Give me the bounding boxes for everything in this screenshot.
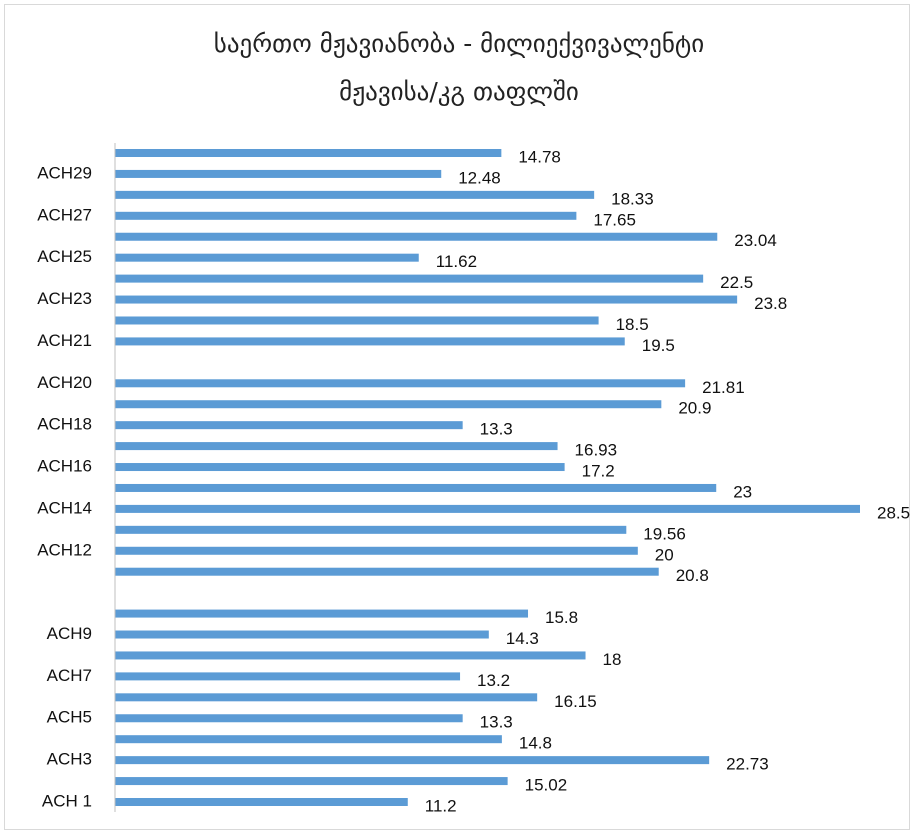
y-tick-label: ACH7 [47,666,92,685]
value-label: 21.81 [702,378,745,397]
value-label: 20.8 [676,566,709,585]
bar [115,504,860,513]
bar [115,609,529,618]
value-label: 19.5 [642,336,675,355]
value-label: 13.3 [480,713,513,732]
bar [115,735,502,744]
value-label: 16.15 [554,692,597,711]
value-label: 15.8 [545,608,578,627]
value-label: 14.3 [506,629,539,648]
bar [115,777,508,786]
bar [115,546,638,555]
bar [115,337,625,346]
y-tick-label: ACH29 [37,163,92,182]
bar [115,316,599,325]
y-tick-label: ACH16 [37,457,92,476]
y-tick-label: ACH 1 [42,791,92,810]
value-label: 13.3 [480,420,513,439]
value-label: 20.9 [678,399,711,418]
value-label: 17.2 [582,462,615,481]
value-label: 22.73 [726,755,769,774]
bar [115,630,489,639]
bar [115,567,659,576]
bar [115,756,710,765]
bar [115,232,718,241]
y-tick-label: ACH25 [37,247,92,266]
bar [115,442,558,451]
y-tick-label: ACH21 [37,331,92,350]
y-tick-label: ACH23 [37,289,92,308]
value-label: 14.78 [518,147,561,166]
y-tick-label: ACH18 [37,415,92,434]
bar [115,190,595,199]
value-label: 11.2 [425,796,457,815]
y-tick-label: ACH14 [37,498,92,517]
bar [115,400,662,409]
value-label: 14.8 [519,734,552,753]
bar [115,651,586,660]
value-label: 13.2 [477,671,510,690]
bar [115,295,738,304]
y-tick-label: ACH5 [47,708,92,727]
bar [115,525,627,534]
bar [115,421,463,430]
y-tick-label: ACH20 [37,373,92,392]
bar [115,463,565,472]
bar [115,483,717,492]
bar [115,169,442,178]
value-label: 17.65 [593,210,636,229]
value-label: 16.93 [575,441,618,460]
value-label: 18.33 [611,189,654,208]
bar [115,149,502,157]
y-tick-label: ACH3 [47,750,92,769]
y-tick-label: ACH27 [37,205,92,224]
bar [115,672,461,681]
value-label: 18 [603,650,622,669]
bar [115,693,538,702]
chart-title: საერთო მჟავიანობა - მილიექვივალენტი მჟავ… [213,29,705,106]
value-label: 23 [733,482,752,501]
value-label: 20 [655,545,674,564]
bar [115,274,704,283]
bar [115,211,577,220]
bar [115,253,419,262]
value-label: 23.8 [754,294,787,313]
value-label: 28.5 [877,503,910,522]
value-label: 11.62 [436,252,477,271]
y-tick-label: ACH9 [47,624,92,643]
bar [115,379,686,388]
bar [115,714,463,723]
bar [115,798,408,806]
value-label: 23.04 [734,231,777,250]
value-label: 15.02 [525,776,568,795]
value-label: 19.56 [643,524,686,543]
value-label: 12.48 [458,168,501,187]
y-tick-label: ACH12 [37,540,92,559]
value-label: 18.5 [616,315,649,334]
chart-frame [4,4,910,830]
value-label: 22.5 [720,273,753,292]
